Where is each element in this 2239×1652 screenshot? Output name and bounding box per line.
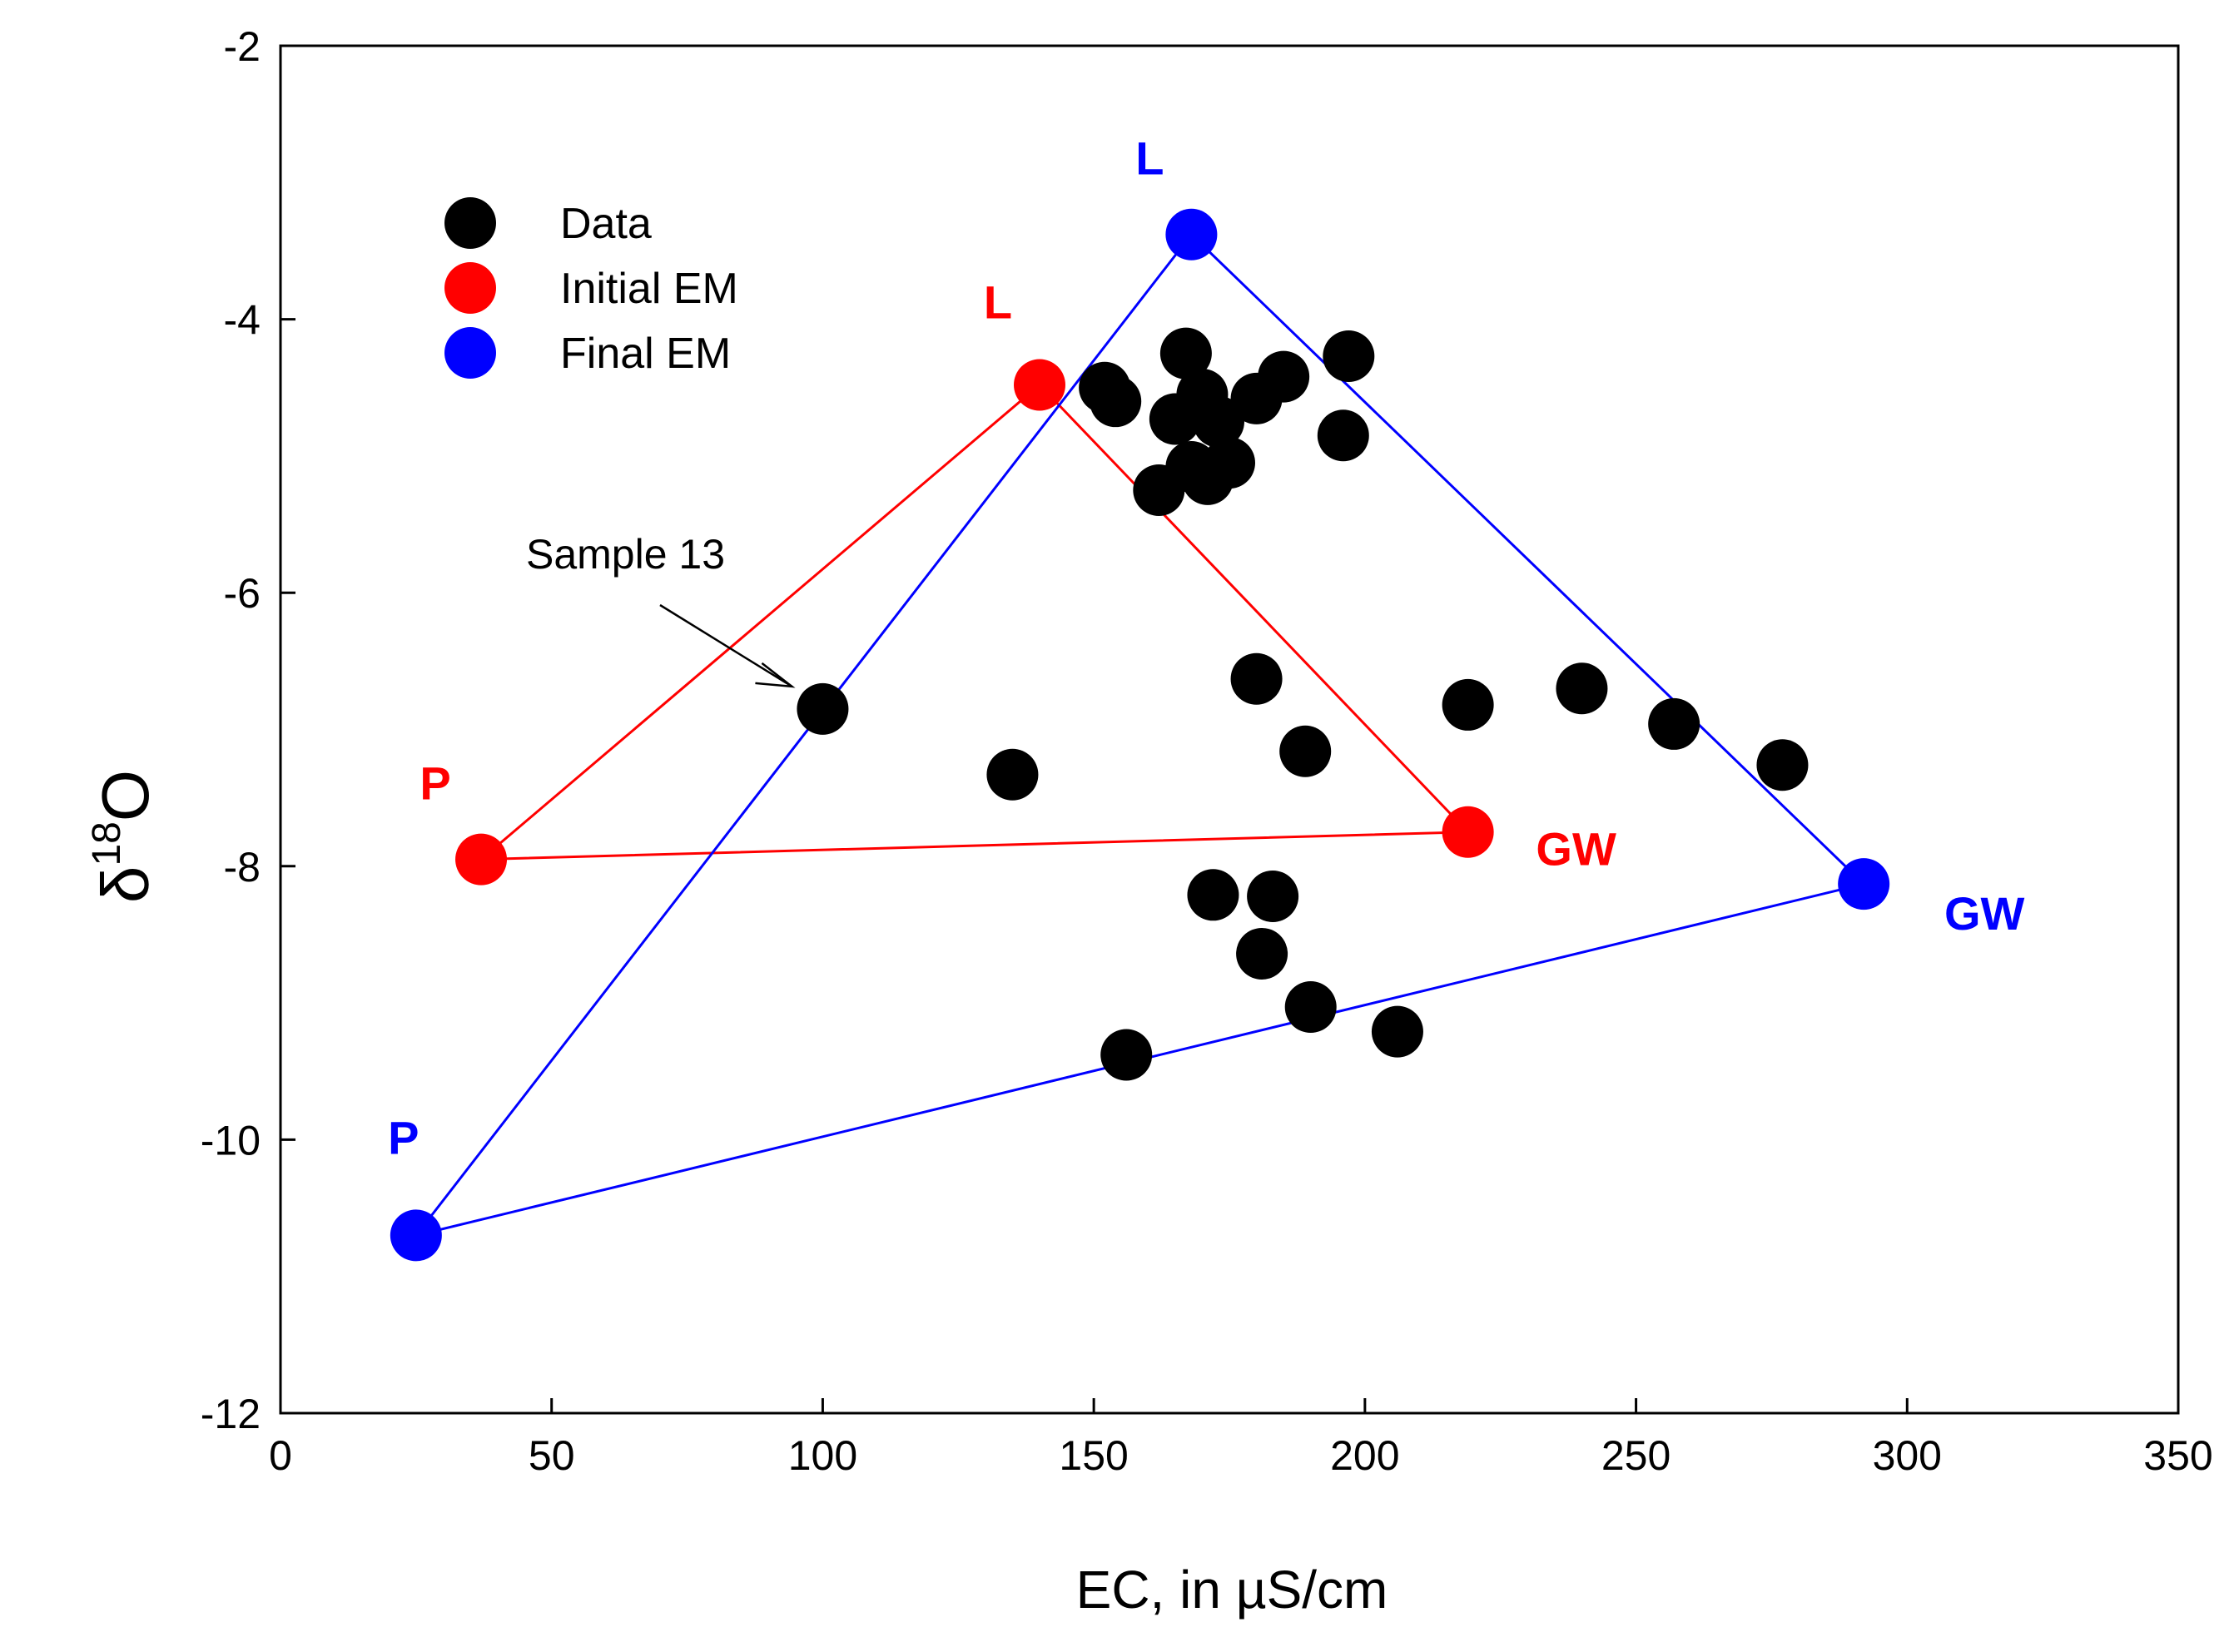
initial-em-label-gw: GW [1536, 823, 1616, 876]
final-em-label-l: L [1135, 132, 1164, 185]
data-point [1230, 652, 1283, 705]
initial-em-point-l [1014, 359, 1065, 411]
legend-marker [444, 327, 496, 379]
data-point [1258, 350, 1310, 403]
data-point [1556, 662, 1608, 715]
final-em-label-p: P [388, 1111, 419, 1163]
x-tick-label: 200 [1330, 1432, 1399, 1479]
data-point [1236, 927, 1288, 980]
annotation-arrow-line [659, 603, 793, 687]
data-point [1100, 1029, 1153, 1081]
x-tick-label: 0 [269, 1432, 292, 1479]
x-tick-label: 100 [788, 1432, 857, 1479]
endmember-points: P L GW P L GW [388, 132, 2025, 1262]
data-point [1192, 395, 1244, 448]
y-tick-label: -2 [224, 23, 261, 70]
y-axis-title: δ18O [85, 770, 162, 903]
legend-marker [444, 197, 496, 249]
initial-em-label-p: P [420, 757, 450, 810]
data-point [1159, 327, 1212, 380]
y-axis-title-element: O [88, 770, 162, 821]
data-point [797, 682, 849, 735]
final-em-point-l [1165, 208, 1218, 260]
data-point [1442, 678, 1494, 731]
y-axis-title-superscript: 18 [85, 821, 129, 866]
y-tick-label: -12 [201, 1391, 261, 1437]
x-tick-label: 350 [2143, 1432, 2212, 1479]
annotations: Sample 13 [526, 531, 796, 688]
final-em-point-p [390, 1209, 442, 1262]
initial-em-point-p [455, 833, 508, 886]
legend-marker [444, 262, 496, 314]
legend: Data Initial EM Final EM [444, 197, 738, 379]
data-point [1187, 869, 1239, 921]
initial-em-point-gw [1442, 806, 1494, 858]
data-point [1317, 409, 1369, 462]
data-point [1204, 437, 1255, 489]
y-tick-label: -10 [201, 1117, 261, 1163]
axis-ticks: 0 50 100 150 200 250 300 350 -12 -10 -8 -6 -4 -2 [201, 23, 2213, 1479]
data-point [1279, 725, 1332, 777]
final-em-label-gw: GW [1944, 887, 2025, 940]
x-tick-label: 300 [1873, 1432, 1942, 1479]
initial-em-label-l: L [984, 275, 1012, 328]
y-tick-label: -8 [224, 844, 261, 890]
initial-em-triangle [477, 383, 1472, 861]
data-point [1323, 330, 1375, 382]
legend-label: Initial EM [560, 265, 738, 313]
y-tick-label: -4 [224, 297, 261, 344]
data-points [797, 327, 1809, 1081]
svg-text:δ18O: δ18O [85, 770, 162, 903]
data-point [1371, 1005, 1423, 1058]
plot-area-frame [279, 44, 2180, 1415]
x-tick-label: 50 [529, 1432, 575, 1479]
data-point [1284, 981, 1337, 1034]
x-axis-title: EC, in µS/cm [1076, 1560, 1388, 1620]
x-tick-label: 250 [1601, 1432, 1671, 1479]
legend-label: Data [560, 200, 652, 248]
y-tick-label: -6 [224, 570, 261, 617]
final-em-point-gw [1838, 858, 1890, 910]
data-point [986, 748, 1039, 801]
sample-13-annotation: Sample 13 [526, 531, 725, 578]
y-axis-title-symbol: δ [88, 866, 162, 904]
data-point [1247, 870, 1299, 922]
x-tick-label: 150 [1059, 1432, 1128, 1479]
data-point [1756, 739, 1809, 791]
data-point [1090, 375, 1142, 428]
annotation-arrow-head [755, 662, 796, 688]
data-point [1648, 697, 1700, 750]
legend-label: Final EM [560, 330, 731, 378]
